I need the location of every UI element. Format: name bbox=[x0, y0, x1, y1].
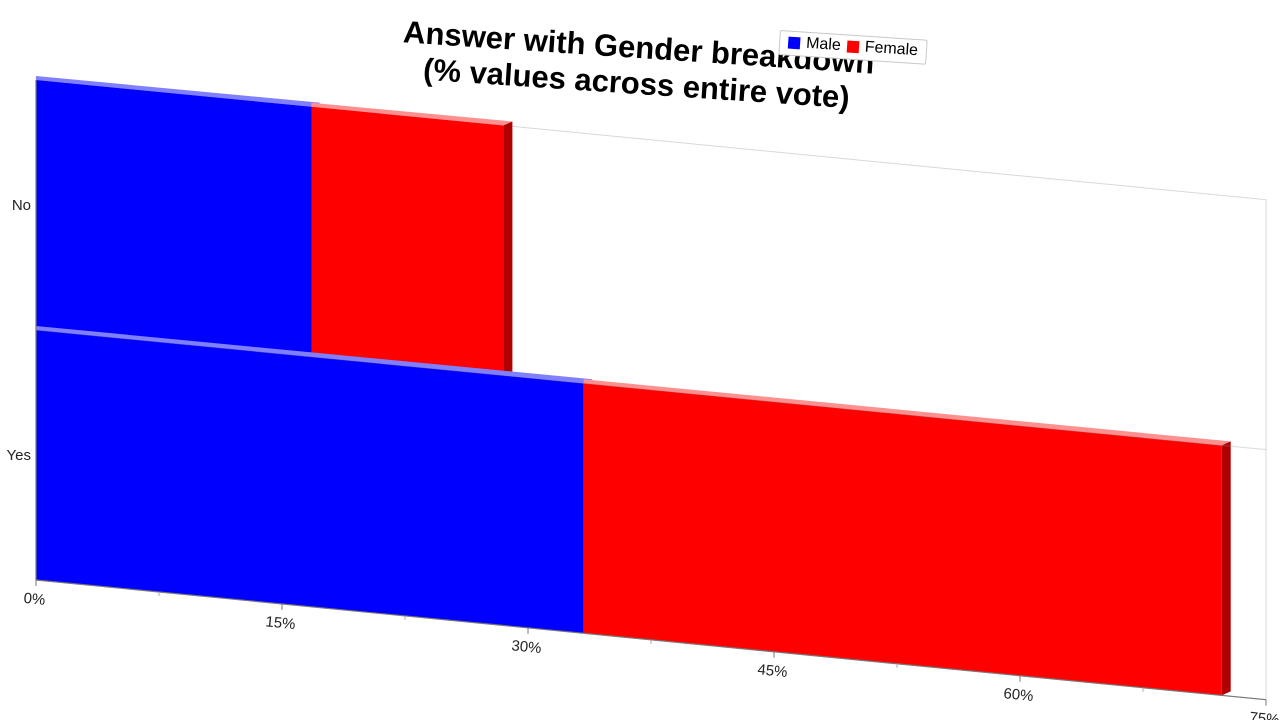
bar-male-yes bbox=[36, 330, 584, 634]
bar-side-yes bbox=[1221, 441, 1231, 696]
bar-top-female-yes bbox=[583, 379, 1231, 446]
bar-top-male-yes bbox=[36, 326, 593, 384]
x-tick-label-3: 45% bbox=[757, 661, 789, 681]
category-label-yes: Yes bbox=[7, 447, 31, 464]
x-tick-label-4: 60% bbox=[1003, 685, 1035, 705]
bar-male-no bbox=[36, 80, 312, 357]
category-label-no: No bbox=[12, 197, 31, 214]
bar-female-yes bbox=[583, 383, 1222, 696]
x-tick-label-5: 75% bbox=[1249, 709, 1280, 720]
bar-top-male-no bbox=[36, 76, 321, 107]
bar-top-female-no bbox=[311, 102, 513, 126]
bar-side-no bbox=[503, 121, 513, 376]
x-tick-label-2: 30% bbox=[511, 637, 543, 657]
x-tick-label-0: 0% bbox=[23, 590, 46, 609]
bar-female-no bbox=[311, 106, 504, 376]
category-divider bbox=[35, 329, 1267, 451]
x-tick-label-1: 15% bbox=[265, 613, 297, 633]
